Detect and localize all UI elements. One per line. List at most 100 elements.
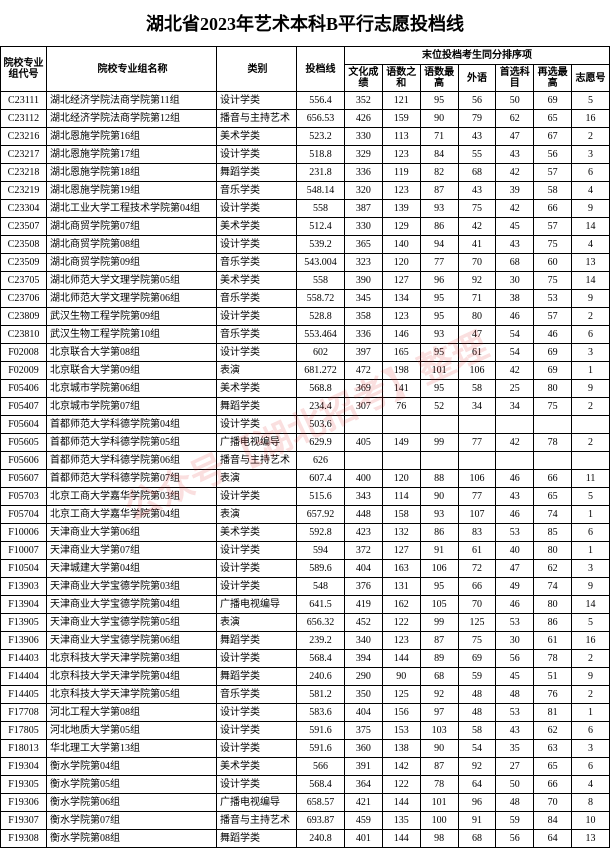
cell: 75 <box>534 272 572 290</box>
cell: 122 <box>382 614 420 632</box>
cell: F18013 <box>1 740 47 758</box>
cell: 90 <box>420 110 458 128</box>
cell: 77 <box>458 488 496 506</box>
table-row: C23216湖北恩施学院第16组美术学类523.2330113714347672 <box>1 128 610 146</box>
cell: 舞蹈学类 <box>217 164 297 182</box>
cell: 558 <box>297 272 345 290</box>
cell: 16 <box>572 632 610 650</box>
cell: 558.72 <box>297 290 345 308</box>
cell: 衡水学院第04组 <box>47 758 217 776</box>
cell: 北京城市学院第07组 <box>47 398 217 416</box>
cell: F19304 <box>1 758 47 776</box>
cell: 626 <box>297 452 345 470</box>
cell: C23304 <box>1 200 47 218</box>
cell <box>420 416 458 434</box>
cell: 10 <box>572 812 610 830</box>
cell: 358 <box>345 308 383 326</box>
cell: 106 <box>458 470 496 488</box>
cell: F19307 <box>1 812 47 830</box>
th-score: 投档线 <box>297 47 345 92</box>
cell: 543.004 <box>297 254 345 272</box>
cell: 103 <box>420 722 458 740</box>
cell: 101 <box>420 362 458 380</box>
cell: 设计学类 <box>217 722 297 740</box>
cell: F02009 <box>1 362 47 380</box>
table-row: C23705湖北师范大学文理学院第05组美术学类5583901279692307… <box>1 272 610 290</box>
cell: F17708 <box>1 704 47 722</box>
cell: 56 <box>496 650 534 668</box>
table-row: C23304湖北工业大学工程技术学院第04组设计学类55838713993754… <box>1 200 610 218</box>
cell <box>496 452 534 470</box>
cell: 1 <box>572 506 610 524</box>
cell: 90 <box>420 740 458 758</box>
cell: 607.4 <box>297 470 345 488</box>
cell: 345 <box>345 290 383 308</box>
cell: 3 <box>572 560 610 578</box>
cell: 131 <box>382 578 420 596</box>
score-table: 院校专业组代号 院校专业组名称 类别 投档线 末位投档考生同分排序项 文化成绩 … <box>0 46 610 848</box>
cell: 46 <box>496 308 534 326</box>
cell: 音乐学类 <box>217 254 297 272</box>
cell: 75 <box>458 632 496 650</box>
cell: 华北理工大学第13组 <box>47 740 217 758</box>
cell: 127 <box>382 272 420 290</box>
cell: 天津商业大学宝德学院第05组 <box>47 614 217 632</box>
cell: 5 <box>572 92 610 110</box>
cell: 34 <box>458 398 496 416</box>
cell: 90 <box>382 668 420 686</box>
cell: 3 <box>572 740 610 758</box>
cell: 4 <box>572 182 610 200</box>
cell: 66 <box>534 200 572 218</box>
cell: 350 <box>345 686 383 704</box>
cell: 25 <box>496 380 534 398</box>
cell: 音乐学类 <box>217 290 297 308</box>
cell: 96 <box>458 794 496 812</box>
cell: 音乐学类 <box>217 326 297 344</box>
cell: 13 <box>572 254 610 272</box>
cell: 61 <box>534 632 572 650</box>
th-sub: 语数最高 <box>420 65 458 92</box>
cell: 657.92 <box>297 506 345 524</box>
cell: 9 <box>572 578 610 596</box>
cell: 158 <box>382 506 420 524</box>
cell: 391 <box>345 758 383 776</box>
cell: 65 <box>534 488 572 506</box>
cell: 95 <box>420 308 458 326</box>
cell: 79 <box>458 110 496 128</box>
cell: 美术学类 <box>217 524 297 542</box>
cell: 548 <box>297 578 345 596</box>
cell: 558 <box>297 200 345 218</box>
cell: 340 <box>345 632 383 650</box>
cell: 239.2 <box>297 632 345 650</box>
cell: 142 <box>382 758 420 776</box>
cell: 49 <box>496 578 534 596</box>
cell: 30 <box>496 272 534 290</box>
cell: 80 <box>534 542 572 560</box>
cell: 84 <box>420 146 458 164</box>
cell: 54 <box>496 326 534 344</box>
cell: 397 <box>345 344 383 362</box>
cell: C23112 <box>1 110 47 128</box>
cell: 湖北经济学院法商学院第12组 <box>47 110 217 128</box>
cell: 96 <box>420 272 458 290</box>
cell: 80 <box>534 380 572 398</box>
cell: 364 <box>345 776 383 794</box>
cell: 6 <box>572 326 610 344</box>
cell: 61 <box>458 542 496 560</box>
cell: 40 <box>496 542 534 560</box>
table-row: F10006天津商业大学第06组美术学类592.8423132868353856 <box>1 524 610 542</box>
cell: F05406 <box>1 380 47 398</box>
cell: 89 <box>420 650 458 668</box>
cell: F05607 <box>1 470 47 488</box>
cell: 330 <box>345 128 383 146</box>
cell: 69 <box>534 344 572 362</box>
cell: 78 <box>420 776 458 794</box>
cell: 125 <box>458 614 496 632</box>
cell: 57 <box>534 164 572 182</box>
th-group: 末位投档考生同分排序项 <box>345 47 610 65</box>
cell: 336 <box>345 326 383 344</box>
cell: F05604 <box>1 416 47 434</box>
cell <box>572 416 610 434</box>
cell: 390 <box>345 272 383 290</box>
cell: 86 <box>420 218 458 236</box>
